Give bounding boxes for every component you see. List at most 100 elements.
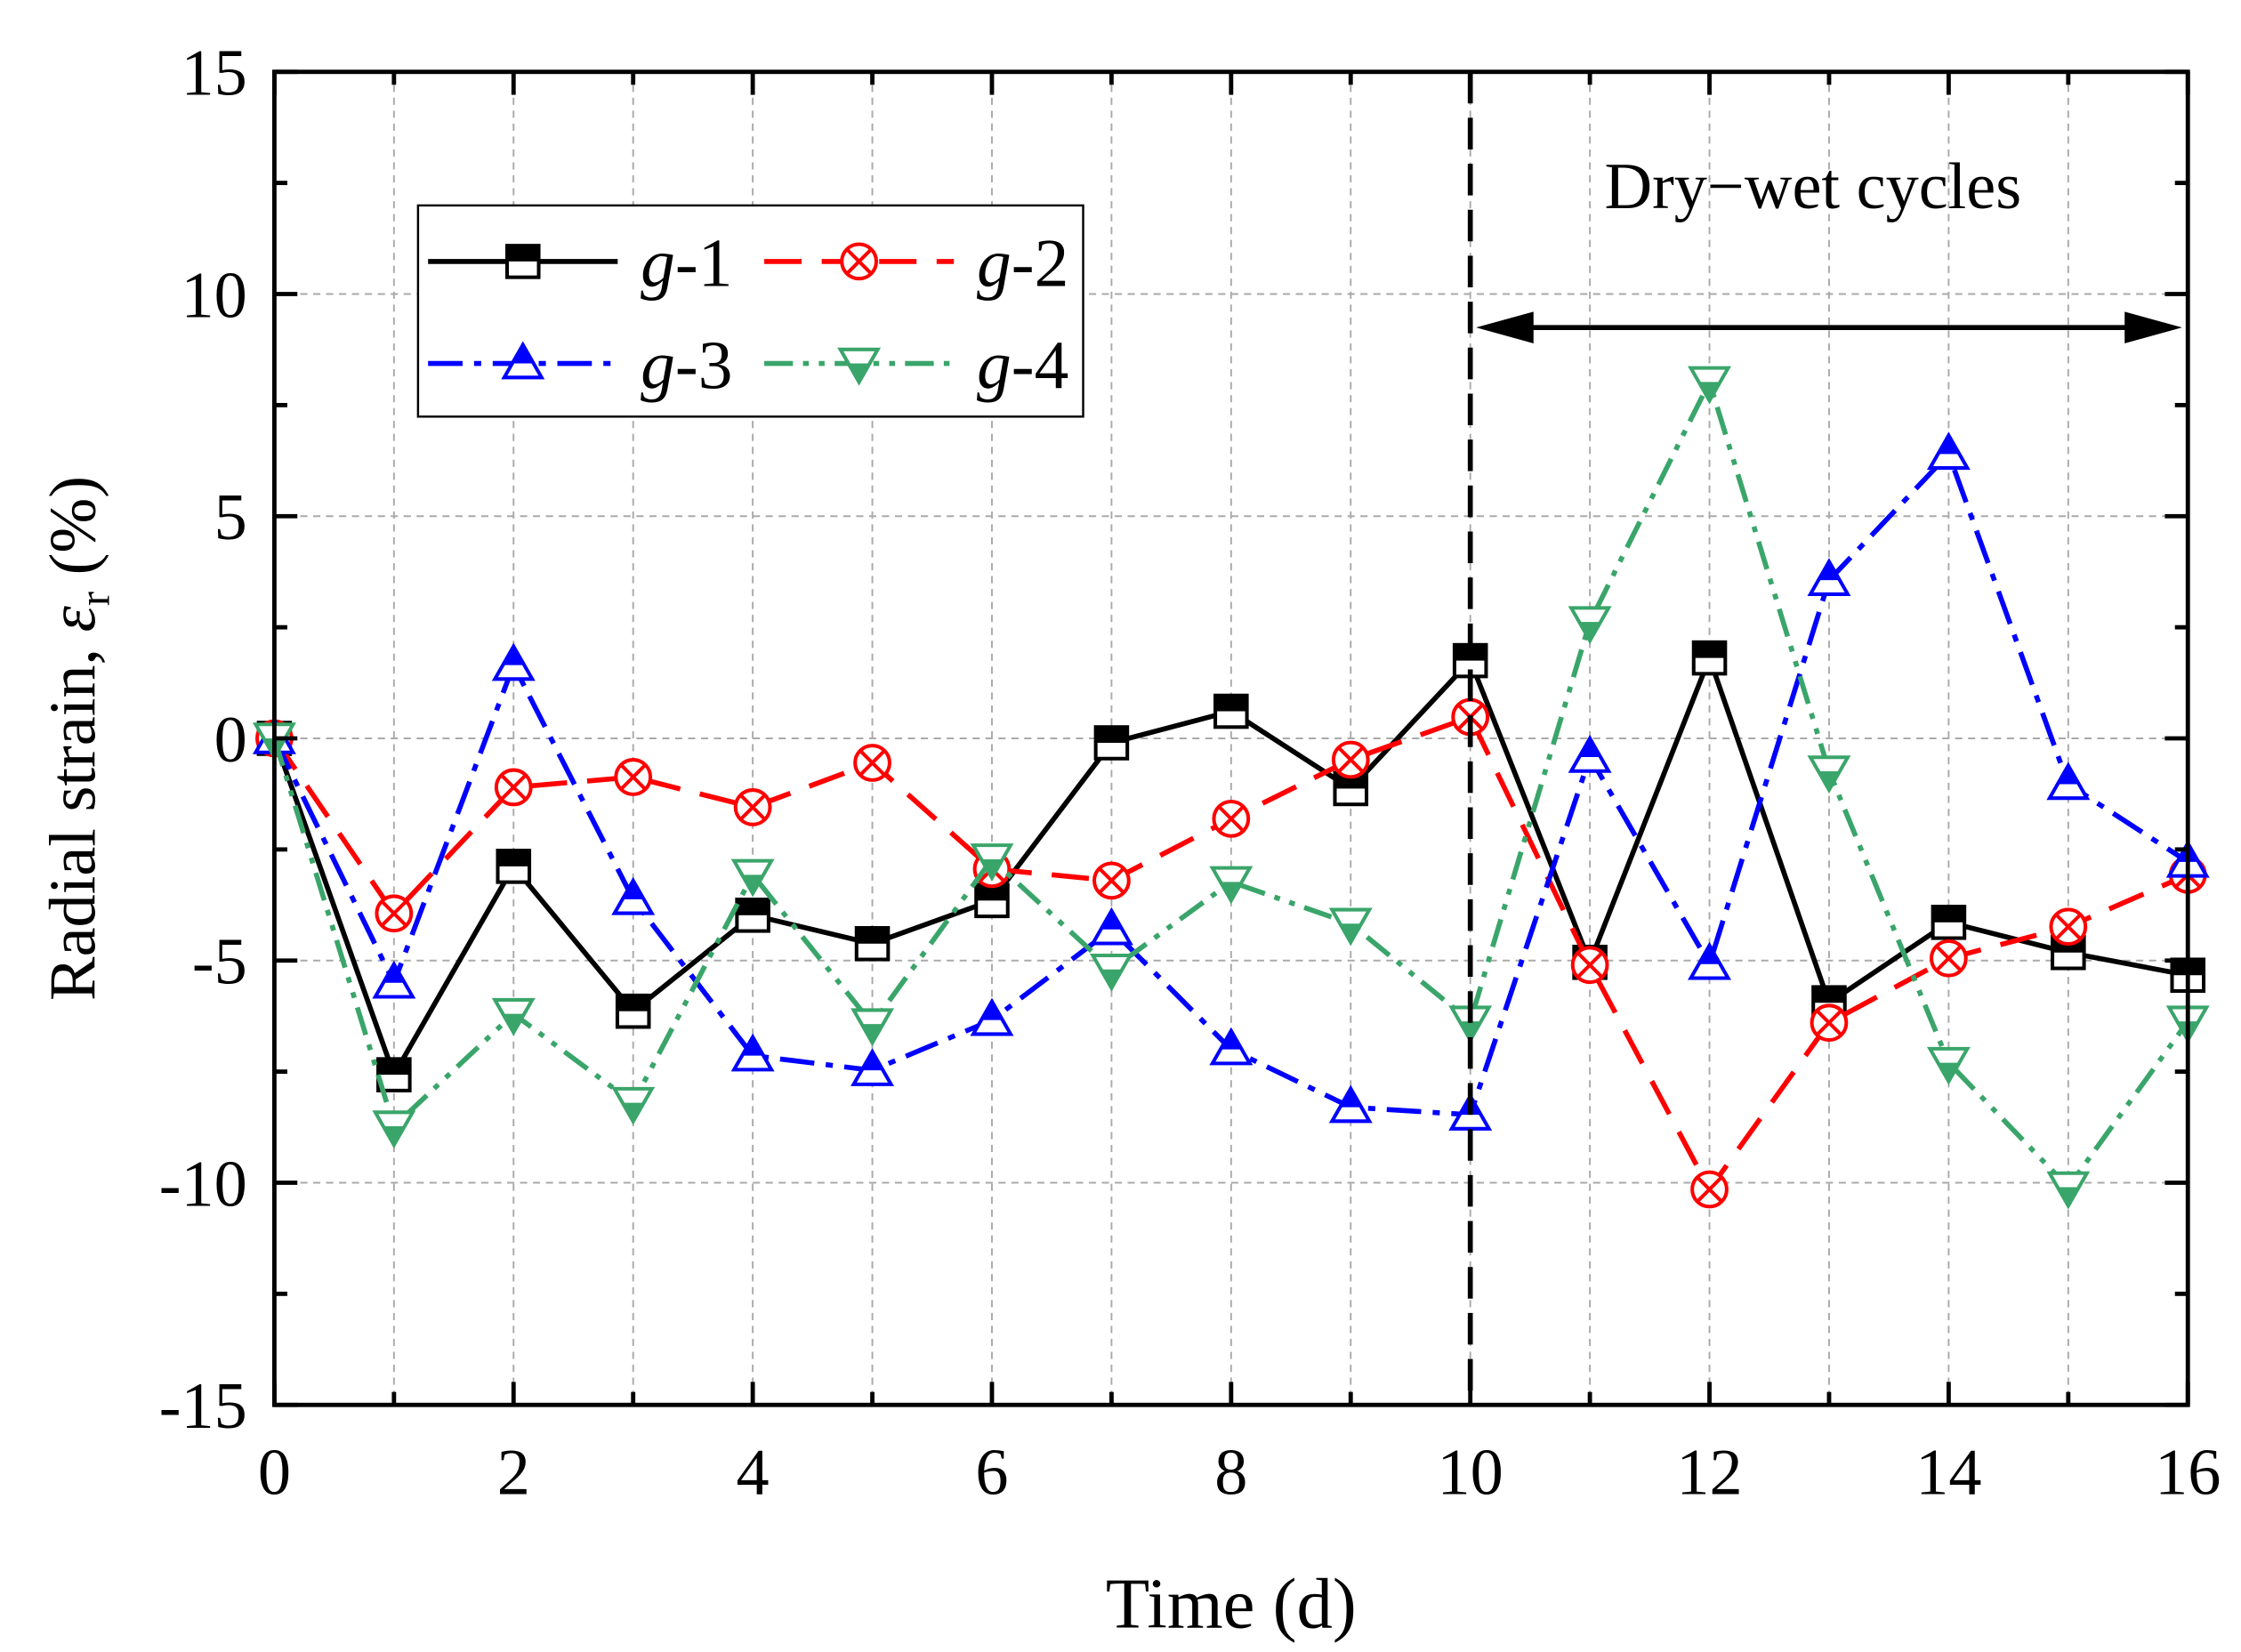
triangle-up-marker bbox=[730, 1033, 775, 1072]
circle-x-marker bbox=[375, 894, 414, 933]
y-tick-label: -5 bbox=[192, 926, 247, 999]
triangle-down-marker bbox=[1688, 366, 1732, 405]
triangle-up-marker bbox=[1926, 431, 1971, 471]
legend-label-suffix: -1 bbox=[675, 224, 733, 301]
marker-fill bbox=[1220, 882, 1243, 901]
marker-x bbox=[1099, 867, 1125, 894]
square-marker bbox=[1931, 905, 1967, 940]
marker-fill bbox=[1215, 695, 1247, 712]
triangle-up-marker bbox=[2046, 762, 2091, 801]
x-tick-label: 8 bbox=[1214, 1436, 1247, 1509]
square-marker bbox=[504, 244, 541, 279]
triangle-down-marker bbox=[491, 997, 536, 1036]
marker-x bbox=[501, 774, 527, 801]
marker-fill bbox=[1697, 945, 1721, 964]
y-tick-label: 10 bbox=[181, 259, 246, 332]
marker-fill bbox=[502, 1013, 525, 1033]
marker-fill bbox=[1937, 435, 1960, 455]
marker-fill bbox=[1100, 910, 1124, 930]
marker-x bbox=[1936, 946, 1962, 971]
x-tick-label: 14 bbox=[1915, 1436, 1981, 1509]
marker-fill bbox=[2057, 1187, 2080, 1206]
legend-label-suffix: -2 bbox=[1012, 224, 1069, 301]
marker-fill bbox=[1697, 382, 1721, 401]
circle-x-marker bbox=[1331, 740, 1370, 779]
marker-fill bbox=[1095, 727, 1128, 743]
x-tick-label: 12 bbox=[1676, 1436, 1742, 1509]
circle-x-marker bbox=[840, 242, 879, 281]
x-tick-labels: 0 2 4 6 8 10 12 14 16 bbox=[258, 1436, 2221, 1509]
y-tick-label: 15 bbox=[181, 37, 246, 110]
x-tick-label: 10 bbox=[1438, 1436, 1503, 1509]
triangle-up-marker bbox=[850, 1048, 895, 1086]
series-g-1 bbox=[256, 640, 2206, 1092]
y-axis-label: Radial strain, εr (%) bbox=[37, 476, 119, 1001]
x-tick-label: 6 bbox=[975, 1436, 1008, 1509]
marker-fill bbox=[1220, 1030, 1243, 1050]
x-tick-label: 16 bbox=[2155, 1436, 2221, 1509]
marker-fill bbox=[1818, 770, 1841, 790]
marker-fill bbox=[1937, 1062, 1960, 1082]
legend-label-italic: g bbox=[641, 224, 675, 301]
triangle-down-marker bbox=[730, 858, 775, 898]
square-marker bbox=[496, 849, 532, 884]
y-tick-label: -10 bbox=[159, 1148, 247, 1221]
triangle-down-marker bbox=[1926, 1046, 1971, 1085]
triangle-up-marker bbox=[1807, 558, 1851, 596]
triangle-down-marker bbox=[372, 1110, 416, 1149]
triangle-up-marker bbox=[501, 341, 545, 380]
legend: g-1 g-2g-3 g-4 bbox=[416, 204, 1084, 418]
triangle-down-marker bbox=[1209, 866, 1254, 905]
marker-fill bbox=[856, 928, 889, 944]
marker-fill bbox=[617, 995, 649, 1011]
square-marker bbox=[1811, 985, 1847, 1020]
triangle-down-marker bbox=[1089, 953, 1133, 992]
marker-fill bbox=[741, 1036, 764, 1056]
triangle-down-marker bbox=[850, 1008, 895, 1047]
triangle-up-marker bbox=[1688, 941, 1732, 980]
arrow-head-left bbox=[1476, 311, 1534, 343]
x-tick-label: 0 bbox=[258, 1436, 291, 1509]
marker-fill bbox=[502, 646, 525, 665]
marker-fill bbox=[980, 858, 1004, 878]
arrow-head-right bbox=[2124, 311, 2182, 343]
marker-fill bbox=[383, 1126, 406, 1146]
triangle-up-marker bbox=[491, 642, 536, 681]
circle-x-marker bbox=[1212, 800, 1251, 838]
marker-x bbox=[1816, 1010, 1842, 1036]
triangle-down-marker bbox=[611, 1086, 656, 1125]
square-marker bbox=[854, 925, 891, 962]
legend-label: g-1 bbox=[641, 224, 732, 301]
y-tick-label: 0 bbox=[214, 704, 247, 777]
legend-box bbox=[416, 204, 1084, 418]
marker-fill bbox=[1459, 1021, 1482, 1041]
legend-label: g-2 bbox=[977, 224, 1068, 301]
legend-label-italic: g bbox=[977, 224, 1012, 301]
marker-x bbox=[1338, 746, 1364, 773]
marker-fill bbox=[737, 899, 769, 915]
square-marker bbox=[1213, 693, 1249, 729]
triangle-up-marker bbox=[970, 997, 1014, 1036]
circle-x-marker bbox=[1930, 939, 1968, 978]
marker-fill bbox=[1932, 907, 1965, 923]
marker-fill bbox=[1339, 1088, 1362, 1108]
marker-fill bbox=[1339, 923, 1362, 943]
triangle-down-marker bbox=[2046, 1171, 2091, 1210]
marker-fill bbox=[1693, 641, 1726, 658]
circle-x-marker bbox=[1570, 946, 1609, 985]
legend-label-suffix: -3 bbox=[675, 326, 733, 403]
circle-x-marker bbox=[2049, 907, 2088, 947]
square-marker bbox=[1093, 725, 1130, 761]
marker-x bbox=[859, 750, 885, 776]
marker-x bbox=[2055, 914, 2082, 940]
x-axis-label: Time (d) bbox=[1106, 1565, 1357, 1644]
series-g-4 bbox=[252, 366, 2210, 1210]
marker-fill bbox=[622, 880, 645, 899]
y-tick-labels: -15 -10 -5 0 5 10 15 bbox=[159, 37, 247, 1443]
marker-fill bbox=[378, 1059, 410, 1076]
marker-fill bbox=[512, 344, 535, 364]
x-tick-label: 2 bbox=[497, 1436, 530, 1509]
marker-fill bbox=[383, 963, 406, 983]
marker-fill bbox=[1578, 737, 1601, 757]
